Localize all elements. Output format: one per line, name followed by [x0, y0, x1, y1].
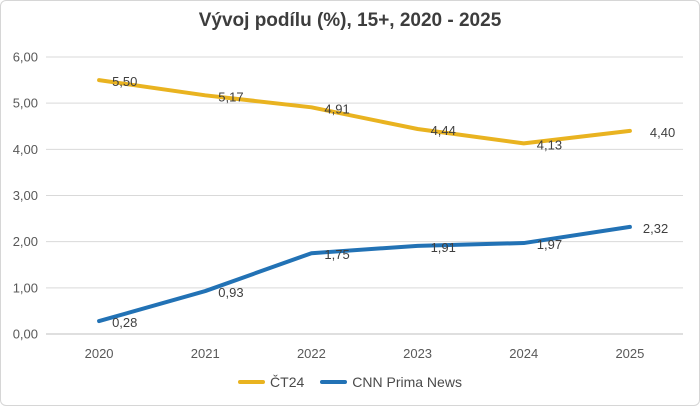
data-label-cnn-prima-news: 2,32 [643, 221, 668, 236]
y-tick-label: 6,00 [13, 50, 38, 65]
legend-label-cnn-prima-news: CNN Prima News [352, 374, 462, 390]
legend-swatch-ct24 [238, 380, 266, 384]
data-label-cnn-prima-news: 1,97 [537, 237, 562, 252]
y-tick-label: 2,00 [13, 234, 38, 249]
x-tick-label: 2020 [85, 346, 114, 361]
x-tick-label: 2021 [191, 346, 220, 361]
x-tick-label: 2025 [615, 346, 644, 361]
data-label-ct24: 5,50 [112, 74, 137, 89]
legend-item-ct24: ČT24 [238, 374, 304, 390]
x-tick-label: 2023 [403, 346, 432, 361]
data-label-cnn-prima-news: 0,93 [218, 285, 243, 300]
data-label-cnn-prima-news: 1,91 [431, 240, 456, 255]
data-label-cnn-prima-news: 1,75 [324, 247, 349, 262]
y-tick-label: 5,00 [13, 96, 38, 111]
legend-item-cnn-prima-news: CNN Prima News [320, 374, 462, 390]
data-label-cnn-prima-news: 0,28 [112, 315, 137, 330]
data-label-ct24: 4,44 [431, 123, 456, 138]
series-line-ct24 [97, 78, 632, 146]
legend: ČT24 CNN Prima News [1, 374, 699, 390]
data-label-ct24: 4,91 [324, 101, 349, 116]
y-tick-label: 3,00 [13, 188, 38, 203]
chart-title: Vývoj podílu (%), 15+, 2020 - 2025 [198, 10, 502, 31]
x-tick-label: 2022 [297, 346, 326, 361]
legend-label-ct24: ČT24 [270, 374, 305, 390]
y-tick-label: 1,00 [13, 280, 38, 295]
data-label-ct24: 4,13 [537, 137, 562, 152]
legend-swatch-cnn-prima-news [320, 380, 348, 384]
y-tick-label: 0,00 [13, 327, 38, 342]
x-tick-label: 2024 [509, 346, 538, 361]
data-label-ct24: 4,40 [650, 125, 675, 140]
data-label-ct24: 5,17 [218, 89, 243, 104]
y-tick-label: 4,00 [13, 142, 38, 157]
series-line-cnn-prima-news [97, 224, 632, 324]
